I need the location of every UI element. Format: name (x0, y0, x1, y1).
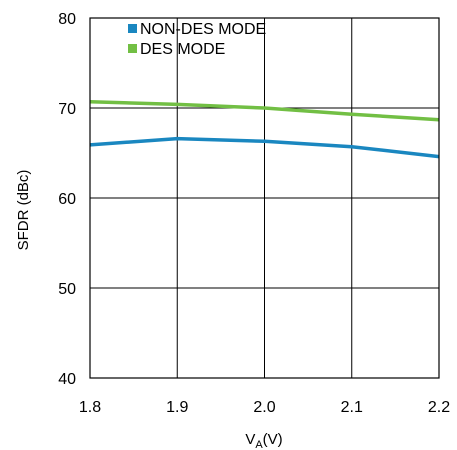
legend-label-1: DES MODE (140, 41, 225, 58)
grid (89, 17, 440, 379)
x-axis-label-subscript: A (255, 439, 263, 450)
x-tick-label-4: 2.2 (428, 399, 450, 416)
legend-label-0: NON-DES MODE (140, 21, 266, 38)
x-tick-label-1: 1.9 (166, 399, 188, 416)
x-tick-labels: 1.8 1.9 2.0 2.1 2.2 (79, 399, 450, 416)
series-lines (89, 99, 440, 159)
x-axis-label-main: V (245, 431, 255, 448)
y-tick-label-1: 50 (58, 281, 76, 298)
y-tick-label-3: 70 (58, 101, 76, 118)
y-tick-labels: 40 50 60 70 80 (58, 11, 76, 388)
series-line-1 (89, 99, 440, 122)
legend-swatch-0 (128, 24, 137, 33)
y-tick-label-0: 40 (58, 371, 76, 388)
y-tick-label-2: 60 (58, 191, 76, 208)
legend: NON-DES MODE DES MODE (128, 21, 266, 58)
y-axis-label: SFDR (dBc) (15, 170, 32, 251)
x-tick-label-3: 2.1 (341, 399, 363, 416)
x-tick-label-2: 2.0 (253, 399, 275, 416)
legend-swatch-1 (128, 44, 137, 53)
x-axis-label: VA(V) (245, 431, 282, 450)
x-tick-label-0: 1.8 (79, 399, 101, 416)
y-tick-label-4: 80 (58, 11, 76, 28)
series-line-0 (89, 136, 440, 159)
plot-frame (89, 17, 440, 379)
x-axis-label-unit: (V) (263, 431, 283, 448)
